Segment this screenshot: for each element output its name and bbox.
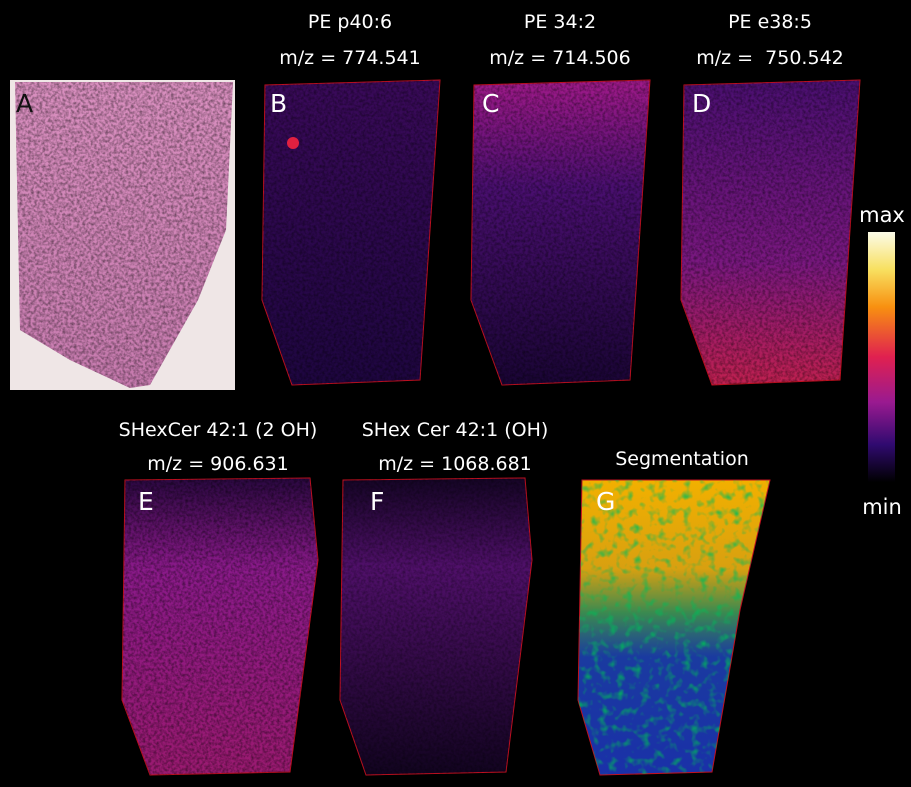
panel-letter: C [482,89,499,118]
panel-mz: m/z = 750.542 [696,47,844,69]
colorbar-max: max [859,203,905,227]
panel-mz: m/z = 714.506 [489,47,630,69]
panel-title: PE 34:2 [524,11,596,33]
panel-letter: A [16,89,33,118]
figure: max min PE p40:6 m/z = 774.541 PE 34:2 m… [0,0,911,787]
panel-mz: m/z = 774.541 [279,47,420,69]
panel-letter: D [692,89,711,118]
panel-b-image [262,80,440,385]
panel-mz: m/z = 1068.681 [378,453,532,475]
panel-title: PE e38:5 [728,11,812,33]
panel-letter: F [370,487,384,516]
panel-f-image [340,478,532,775]
panel-d-image [681,80,860,385]
panel-title: PE p40:6 [308,11,392,33]
colorbar [868,232,895,482]
panel-title: SHexCer 42:1 (2 OH) [119,419,318,441]
panel-letter: B [270,89,287,118]
panel-title: SHex Cer 42:1 (OH) [362,419,549,441]
colorbar-min: min [862,495,902,519]
panel-mz: m/z = 906.631 [147,453,288,475]
panel-letter: G [596,487,615,516]
panel-e-image [122,478,318,775]
panel-letter: E [138,487,154,516]
panel-c-image [471,80,650,385]
panel-title: Segmentation [615,448,749,470]
panel-g-image [578,480,770,775]
